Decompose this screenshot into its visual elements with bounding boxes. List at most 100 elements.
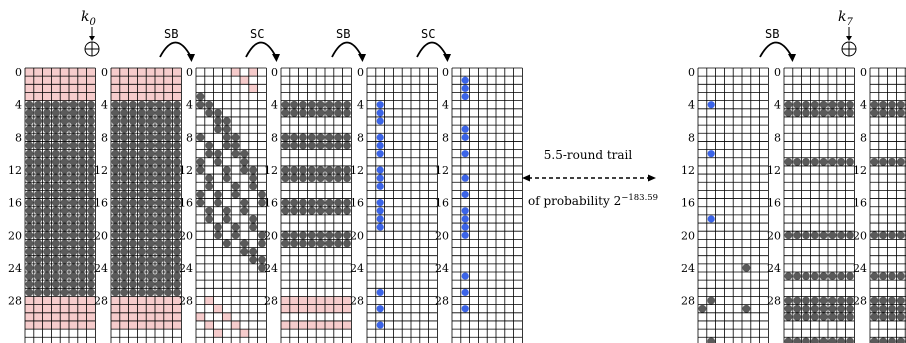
active-cell bbox=[111, 255, 120, 264]
key-cell bbox=[137, 92, 147, 101]
key-cell bbox=[69, 296, 78, 305]
key-cell bbox=[51, 76, 61, 85]
key-cell bbox=[128, 76, 138, 85]
active-cell bbox=[69, 133, 78, 142]
active-cell bbox=[146, 223, 155, 232]
active-cell bbox=[205, 100, 214, 109]
active-cell bbox=[316, 174, 325, 183]
active-cell bbox=[120, 231, 129, 240]
active-cell bbox=[25, 231, 34, 240]
active-cell bbox=[78, 288, 87, 297]
active-cell bbox=[299, 239, 307, 248]
state-grid-3: 0 4 8 12 16 20 24 28 bbox=[264, 66, 352, 343]
active-cell bbox=[34, 215, 43, 223]
key-cell bbox=[42, 296, 52, 305]
active-cell bbox=[51, 223, 60, 232]
key-arrow-head-k0 bbox=[89, 36, 95, 41]
active-cell bbox=[214, 117, 222, 125]
active-cell bbox=[793, 157, 802, 166]
active-cell bbox=[879, 312, 888, 321]
active-cell bbox=[164, 231, 173, 240]
row-label: 12 bbox=[94, 164, 108, 177]
row-label: 0 bbox=[271, 66, 278, 79]
active-cell bbox=[25, 288, 34, 297]
active-cell bbox=[78, 190, 87, 199]
active-cell bbox=[69, 182, 78, 191]
active-cell bbox=[896, 108, 905, 117]
active-cell bbox=[146, 288, 155, 297]
active-cell bbox=[25, 272, 34, 280]
active-cell bbox=[281, 174, 290, 183]
op-label-sb-3: SB bbox=[765, 27, 779, 41]
active-cell bbox=[60, 255, 69, 264]
active-cell bbox=[111, 264, 120, 272]
active-cell bbox=[78, 157, 87, 166]
active-cell bbox=[25, 166, 34, 174]
active-cell bbox=[43, 247, 51, 256]
active-cell bbox=[325, 174, 334, 183]
active-cell bbox=[129, 166, 137, 174]
row-label: 24 bbox=[8, 262, 22, 275]
active-cell bbox=[196, 157, 205, 166]
key-cell bbox=[316, 304, 325, 313]
row-label: 28 bbox=[767, 295, 781, 308]
difference-cell bbox=[707, 101, 715, 109]
active-cell bbox=[69, 190, 78, 199]
row-label: 4 bbox=[271, 99, 278, 112]
active-cell bbox=[299, 100, 307, 109]
active-cell bbox=[69, 108, 78, 117]
active-cell bbox=[137, 108, 146, 117]
row-label: 8 bbox=[442, 131, 449, 144]
active-cell bbox=[34, 247, 43, 256]
key-cell bbox=[128, 312, 138, 321]
active-cell bbox=[155, 141, 164, 150]
key-cell bbox=[128, 320, 138, 330]
active-cell bbox=[343, 108, 351, 117]
active-cell bbox=[25, 149, 34, 158]
key-cell bbox=[163, 76, 173, 85]
active-cell bbox=[793, 108, 802, 117]
active-cell bbox=[205, 149, 214, 158]
active-cell bbox=[43, 117, 51, 125]
active-cell bbox=[25, 206, 34, 215]
difference-cell bbox=[461, 190, 469, 199]
active-cell bbox=[34, 231, 43, 240]
active-cell bbox=[87, 239, 95, 248]
row-label: 4 bbox=[15, 99, 22, 112]
active-cell bbox=[111, 166, 120, 174]
active-cell bbox=[316, 198, 325, 207]
active-cell bbox=[69, 198, 78, 207]
active-cell bbox=[60, 280, 69, 289]
key-cell bbox=[325, 320, 334, 330]
difference-cell bbox=[461, 125, 469, 133]
key-cell bbox=[172, 84, 182, 93]
key-cell bbox=[222, 312, 232, 321]
difference-cell bbox=[376, 133, 384, 141]
difference-cell bbox=[376, 305, 384, 313]
active-cell bbox=[129, 231, 137, 240]
active-cell bbox=[240, 198, 249, 207]
row-label: 4 bbox=[357, 99, 364, 112]
key-cell bbox=[86, 320, 96, 330]
op-arrow-head-3 bbox=[443, 54, 451, 62]
key-cell bbox=[128, 68, 138, 77]
active-cell bbox=[87, 149, 95, 158]
active-cell bbox=[51, 288, 60, 297]
active-cell bbox=[240, 157, 249, 166]
active-cell bbox=[137, 117, 146, 125]
key-cell bbox=[33, 84, 43, 93]
active-cell bbox=[784, 157, 793, 166]
row-label: 0 bbox=[357, 66, 364, 79]
active-cell bbox=[222, 141, 231, 150]
active-cell bbox=[60, 174, 69, 183]
active-cell bbox=[120, 215, 129, 223]
active-cell bbox=[196, 166, 205, 174]
active-cell bbox=[299, 141, 307, 150]
active-cell bbox=[111, 141, 120, 150]
active-cell bbox=[879, 337, 888, 343]
active-cell bbox=[120, 247, 129, 256]
key-cell bbox=[25, 84, 34, 93]
active-cell bbox=[146, 125, 155, 134]
active-cell bbox=[173, 215, 181, 223]
active-cell bbox=[111, 215, 120, 223]
